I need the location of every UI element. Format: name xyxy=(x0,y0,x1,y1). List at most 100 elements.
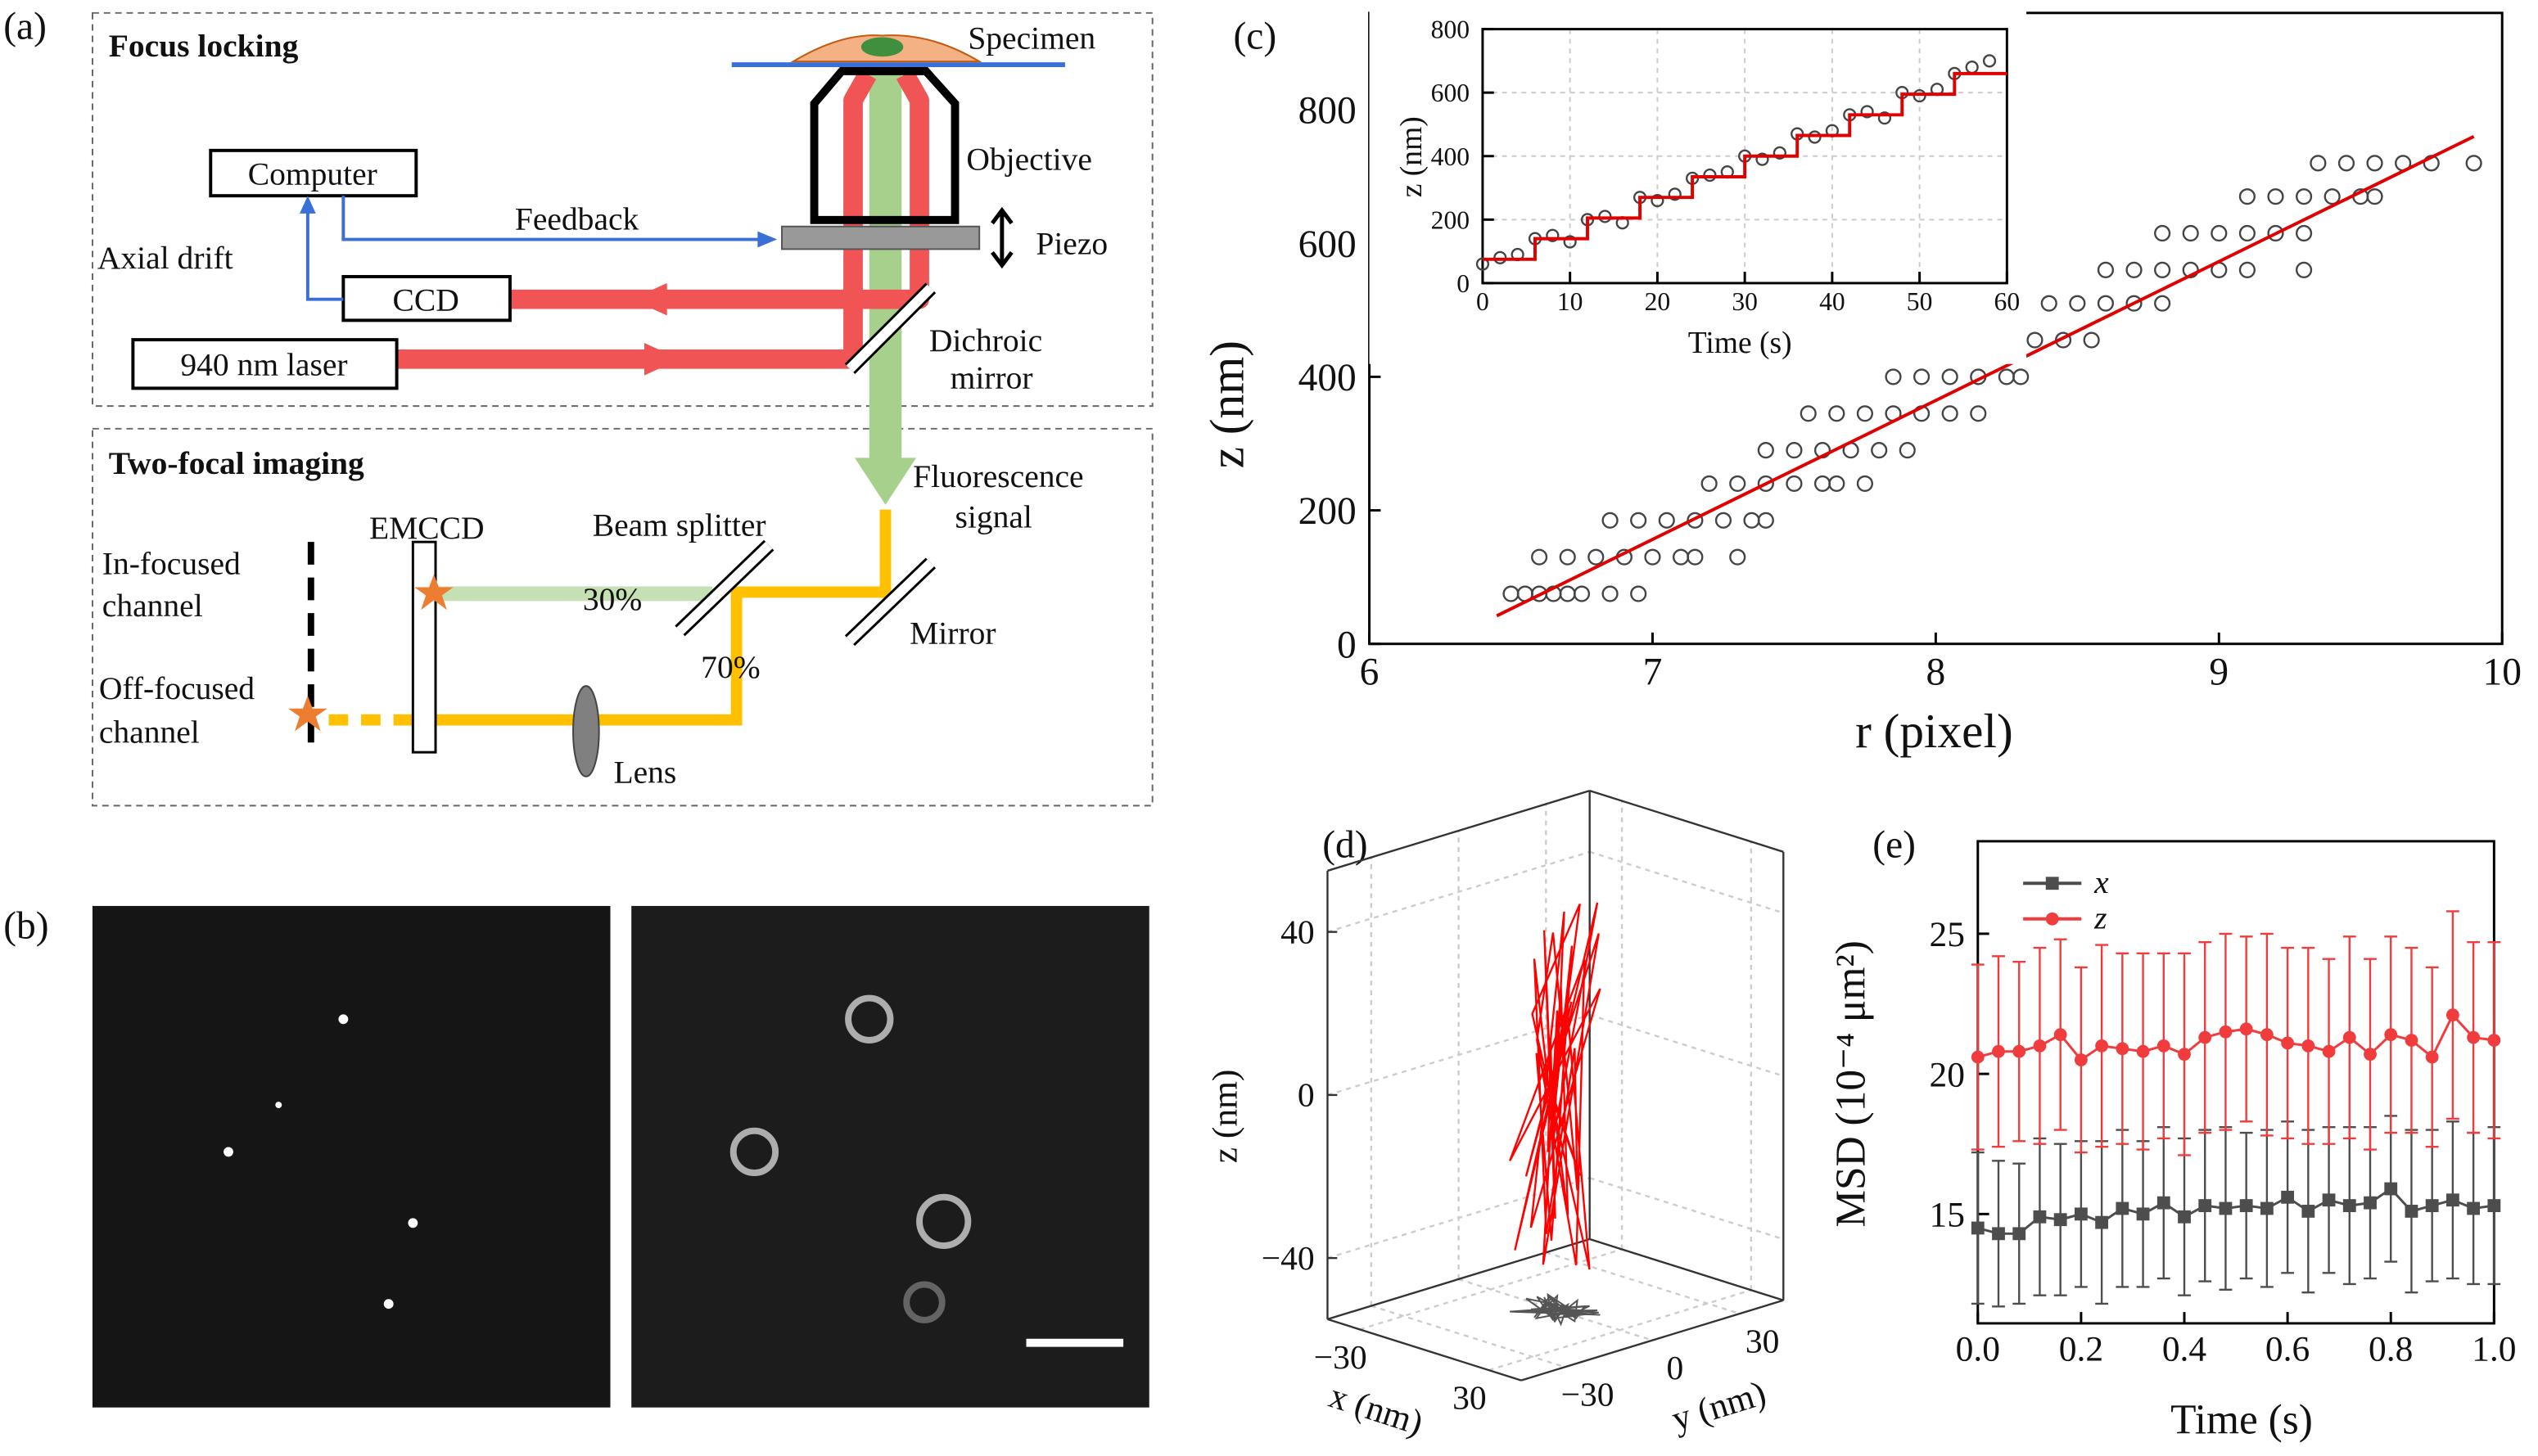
marker xyxy=(2487,1199,2501,1212)
point xyxy=(2465,155,2482,172)
fit-line xyxy=(1482,71,2007,261)
label: 30% xyxy=(583,581,642,617)
grid-line xyxy=(1545,1251,1741,1315)
y-tick-label: 15 xyxy=(1929,1196,1964,1235)
point xyxy=(1687,548,1704,566)
dichroic-mirror xyxy=(846,284,935,372)
plot-frame xyxy=(1481,28,2008,285)
marker xyxy=(2301,1039,2315,1053)
y-tick-label: 800 xyxy=(1431,16,1470,44)
box-edge xyxy=(1589,789,1784,853)
point xyxy=(1885,368,1902,385)
legend-label: x xyxy=(2093,864,2109,900)
label: signal xyxy=(955,498,1032,534)
marker xyxy=(2445,1193,2459,1207)
piezo-stage xyxy=(781,225,981,250)
x-tick-label: 0.0 xyxy=(1956,1330,2000,1369)
point xyxy=(1757,475,1774,493)
ring xyxy=(916,1193,972,1249)
point xyxy=(1559,585,1576,602)
marker xyxy=(2116,1042,2129,1056)
drift-line xyxy=(305,210,344,301)
x-tick-label: 30 xyxy=(1452,1379,1487,1417)
spot xyxy=(224,1147,233,1157)
label: EMCCD xyxy=(369,510,485,546)
ring xyxy=(903,1281,946,1323)
x-tick-label: 0.6 xyxy=(2265,1330,2310,1369)
marker xyxy=(2467,1030,2481,1044)
ring xyxy=(729,1127,779,1177)
label: Dichroic xyxy=(929,322,1042,358)
panel-label: (b) xyxy=(3,904,48,947)
ccd-box xyxy=(341,275,512,322)
nucleus xyxy=(860,37,904,57)
spot xyxy=(275,1102,282,1109)
x-tick-label: 60 xyxy=(1994,287,2021,316)
z-axis-label: z (nm) xyxy=(1205,1070,1244,1164)
box-edge xyxy=(1520,1299,1784,1382)
point xyxy=(1755,152,1769,166)
panel-label: (a) xyxy=(3,5,47,47)
point xyxy=(1743,512,1760,529)
point xyxy=(2083,331,2100,349)
label: Off-focused xyxy=(99,670,255,706)
star xyxy=(288,695,327,732)
label: channel xyxy=(99,714,200,750)
beam-arrow xyxy=(854,458,917,505)
y-tick-label: 0 xyxy=(1456,269,1470,298)
z-tick-label: 40 xyxy=(1280,913,1315,950)
marker xyxy=(2384,1182,2398,1196)
point xyxy=(1860,105,1874,119)
point xyxy=(1828,475,1845,493)
feedback-arrow xyxy=(757,231,778,248)
point xyxy=(2154,224,2171,242)
point xyxy=(2323,188,2341,205)
point xyxy=(1573,585,1591,602)
y-tick-label: −30 xyxy=(1561,1376,1614,1413)
point xyxy=(2238,188,2256,205)
label: 940 nm laser xyxy=(180,347,347,383)
legend-marker xyxy=(2045,912,2059,926)
marker xyxy=(2425,1050,2439,1064)
point xyxy=(2154,261,2171,278)
marker xyxy=(2405,1034,2418,1047)
x-axis-label: Time (s) xyxy=(1688,327,1792,360)
marker xyxy=(2487,1034,2501,1047)
marker xyxy=(2012,1227,2026,1241)
x-tick-label: 0.4 xyxy=(2162,1330,2207,1369)
point xyxy=(1559,548,1576,566)
point xyxy=(1700,475,1718,493)
mirror xyxy=(846,559,934,645)
marker xyxy=(2260,1201,2274,1215)
marker xyxy=(2136,1207,2150,1221)
point xyxy=(2238,261,2256,278)
marker xyxy=(2467,1201,2481,1215)
label: Feedback xyxy=(515,201,639,237)
grid-line xyxy=(1589,1177,1784,1241)
marker xyxy=(2053,1213,2067,1227)
label: mirror xyxy=(951,359,1033,395)
point xyxy=(1729,548,1746,566)
marker xyxy=(2342,1030,2356,1044)
marker xyxy=(2012,1044,2026,1058)
y-axis-label: z (nm) xyxy=(1395,116,1429,197)
marker xyxy=(1971,1050,1985,1064)
signal-beam xyxy=(429,509,892,726)
box-edge xyxy=(1589,1237,1784,1301)
fit-line xyxy=(1496,134,2475,618)
point xyxy=(1998,368,2015,385)
drift-arrow xyxy=(299,196,316,214)
trajectory xyxy=(1509,902,1601,1270)
point xyxy=(1941,368,1958,385)
marker xyxy=(2260,1028,2274,1042)
point xyxy=(1856,405,1873,422)
y-tick-label: 0 xyxy=(1337,624,1357,666)
marker xyxy=(2281,1036,2295,1050)
marker xyxy=(2342,1199,2356,1212)
grid-line xyxy=(1327,850,1591,933)
x-tick-label: −30 xyxy=(1314,1338,1367,1376)
marker xyxy=(2239,1022,2253,1036)
trajectory-shadow xyxy=(1510,1292,1601,1327)
point xyxy=(2026,331,2043,349)
